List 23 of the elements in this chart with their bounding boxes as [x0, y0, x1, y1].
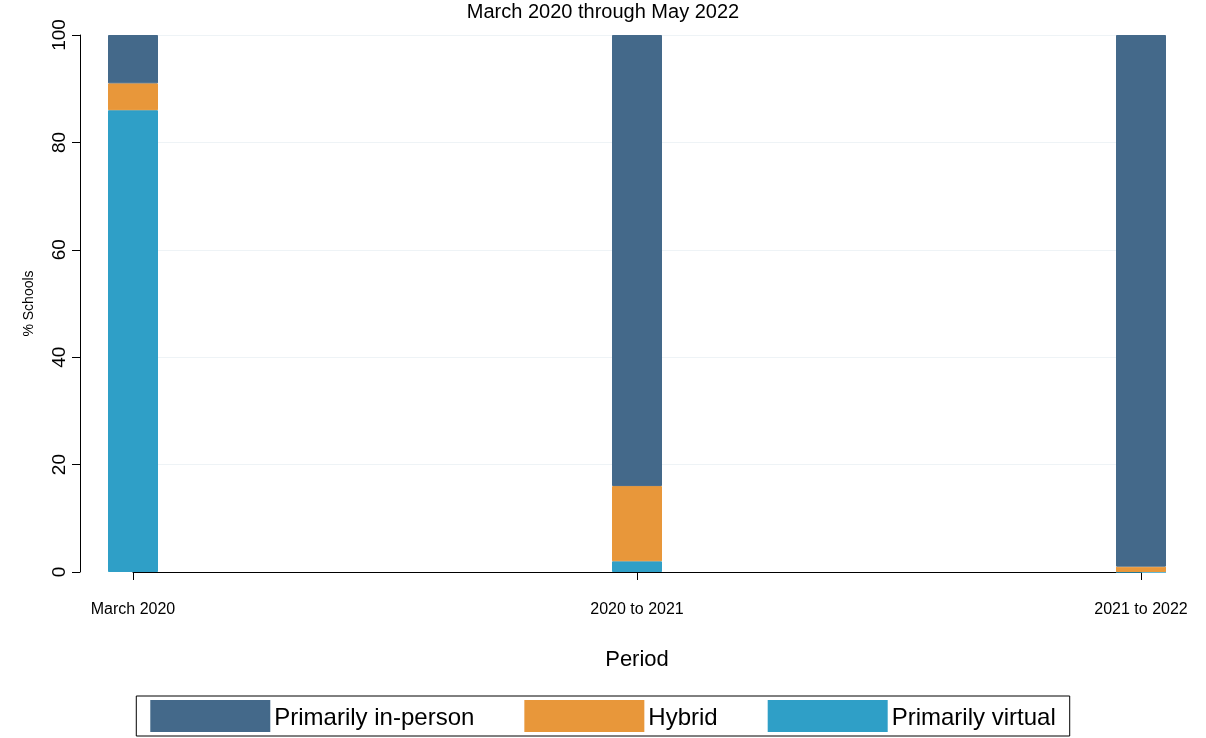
bar: [612, 486, 662, 562]
bar: [612, 35, 662, 487]
bar: [1116, 566, 1166, 572]
x-tick-label: 2020 to 2021: [590, 599, 684, 617]
bar: [1116, 35, 1166, 567]
bar: [108, 83, 158, 111]
y-axis-title: % Schools: [20, 270, 36, 337]
y-tick-label: 80: [48, 131, 69, 153]
x-axis-title: Period: [605, 645, 669, 671]
x-tick-label: 2021 to 2022: [1094, 599, 1188, 617]
chart-title: March 2020 through May 2022: [466, 0, 740, 22]
y-tick-label: 60: [48, 239, 69, 261]
y-tick-label: 100: [48, 19, 69, 51]
bar: [612, 561, 662, 572]
bar: [108, 110, 158, 572]
y-tick-label: 40: [48, 346, 69, 368]
x-tick-label: March 2020: [90, 599, 176, 617]
legend-label: Primarily virtual: [891, 702, 1056, 730]
y-tick-label: 20: [48, 454, 69, 476]
legend-label: Hybrid: [648, 702, 718, 730]
legend-label: Primarily in-person: [274, 702, 475, 730]
y-tick-label: 0: [48, 566, 69, 578]
bar: [108, 35, 158, 84]
